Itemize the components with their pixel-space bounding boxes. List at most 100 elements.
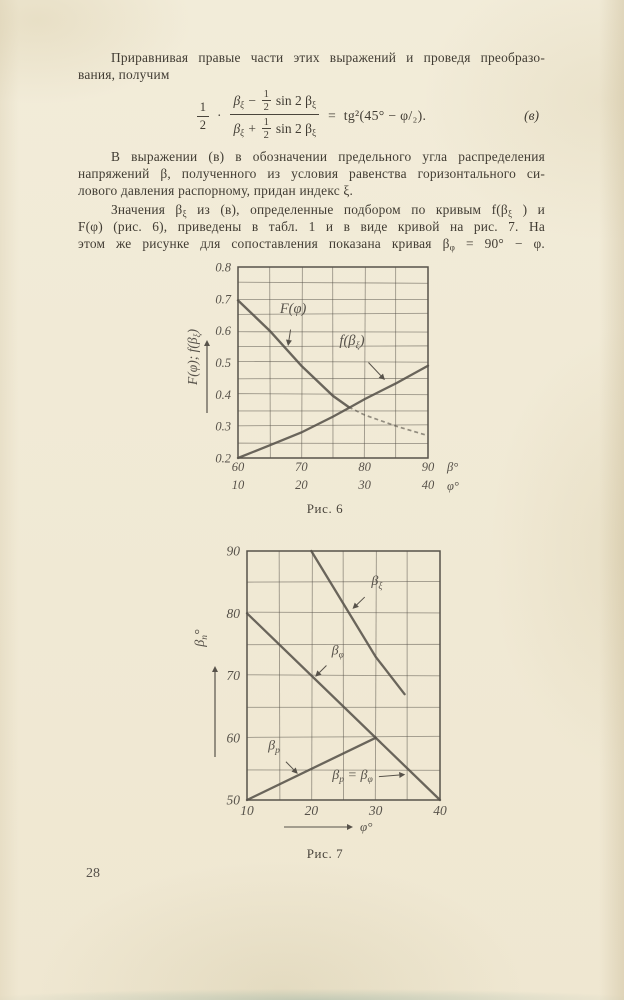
gridline-horizontal [237, 281, 429, 284]
figure7-caption: Рис. 7 [306, 846, 344, 861]
y-tick-label: 50 [227, 793, 241, 808]
y-tick-label: 0.6 [215, 324, 231, 338]
equation-number: (в) [524, 108, 539, 123]
x-tick-label-beta: 70 [295, 460, 308, 474]
figure-6-chart: F(φ) f(βξ) 0.8 0.7 0.6 0.5 0.4 0.3 0.260 70 80 90 10… [185, 261, 459, 494]
fraction-denominator: 2 [199, 117, 206, 132]
y-tick-label: 80 [227, 606, 241, 621]
numerator-pre: βξ − [233, 93, 257, 110]
denominator-pre: βξ + [233, 121, 257, 138]
text-line: вания, получим [78, 67, 170, 83]
arrow-line [319, 665, 327, 673]
arrow-head [212, 666, 218, 672]
x-tick-label: 20 [305, 803, 319, 818]
fraction-numerator: 1 [261, 88, 271, 101]
gridline-horizontal [237, 361, 429, 363]
x-tick-label-beta: 60 [232, 460, 245, 474]
y-axis-label: F(φ); f(βξ) [185, 329, 202, 386]
equation-rhs: tg²(45° − φ/₂). [343, 108, 427, 123]
y-tick-label: 60 [227, 730, 241, 745]
gridline-vertical [269, 266, 271, 459]
paragraph-beta-definition: В выражении (в) в обозначении предельног… [78, 149, 545, 201]
arrow-head [399, 771, 406, 778]
curve-2 [245, 736, 377, 802]
arrow-line [368, 362, 382, 376]
text-line: В выражении (в) в обозначении предельног… [111, 149, 545, 164]
x-axis-label-phi: φ° [447, 479, 459, 493]
curve-label: βξ [370, 574, 383, 591]
arrow-head [378, 373, 385, 381]
gridline-horizontal [246, 580, 441, 583]
multiplication-dot: · [216, 108, 222, 123]
y-tick-label: 0.8 [215, 261, 231, 275]
x-tick-label: 30 [368, 803, 383, 818]
arrow-line [288, 329, 292, 341]
arrow-line [356, 596, 366, 606]
y-tick-label: 90 [227, 544, 241, 559]
curve-label: βp [267, 739, 280, 756]
paragraph-transform-intro: Приравнивая правые части этих выражений … [78, 50, 545, 84]
fraction-numerator: 1 [196, 100, 209, 117]
y-tick-label: 0.5 [215, 356, 231, 370]
fraction-one-half: 1 2 [196, 100, 209, 132]
curve-label: βφ [331, 643, 344, 660]
x-tick-label-beta: 90 [422, 460, 435, 474]
arrow-head [291, 767, 298, 774]
denominator-post: sin 2 βξ [275, 121, 317, 138]
x-tick-label: 10 [240, 803, 254, 818]
y-tick-label: 0.2 [215, 452, 231, 466]
arrow-line [285, 761, 294, 770]
arrow-head [352, 602, 359, 609]
numerator-post: sin 2 βξ [275, 93, 317, 110]
x-tick-label-beta: 80 [358, 460, 371, 474]
gridline-horizontal [237, 393, 429, 396]
fraction-denominator: 2 [263, 101, 269, 113]
y-tick-label: 0.4 [215, 388, 231, 402]
equation-v: 1 2 · βξ − 1 2 sin 2 βξ βξ + 1 2 [78, 87, 545, 145]
curve-0 [310, 549, 406, 696]
plot-frame [237, 266, 429, 459]
curve-1 [245, 612, 442, 802]
equals-sign: = [328, 108, 336, 123]
gridline-vertical [301, 266, 303, 459]
main-numerator: βξ − 1 2 sin 2 βξ [230, 88, 320, 115]
x-tick-label-phi: 30 [357, 478, 371, 492]
text-line: напряжений β, полученного из условия рав… [78, 166, 545, 182]
main-fraction: βξ − 1 2 sin 2 βξ βξ + 1 2 sin 2 βξ [229, 89, 320, 143]
x-axis-label: φ° [360, 819, 372, 834]
arrow-line [378, 774, 400, 778]
equation-body: 1 2 · βξ − 1 2 sin 2 βξ βξ + 1 2 [78, 87, 545, 145]
x-tick-label: 40 [433, 803, 447, 818]
text-line: этом же рисунке для сопоставления показа… [78, 236, 545, 253]
gridline-horizontal [246, 735, 441, 738]
nested-fraction: 1 2 [261, 88, 271, 113]
page-number: 28 [86, 866, 100, 881]
gridline-vertical [278, 550, 281, 801]
y-axis-label: βn° [193, 629, 210, 648]
fraction-numerator: 1 [261, 117, 271, 130]
x-tick-label-phi: 10 [232, 478, 245, 492]
gridline-horizontal [246, 674, 441, 677]
text-line: Приравнивая правые части этих выражений … [111, 50, 545, 65]
main-denominator: βξ + 1 2 sin 2 βξ [229, 115, 320, 143]
curve-1 [236, 364, 430, 460]
x-tick-label-phi: 40 [422, 478, 435, 492]
text-line: лового давления распорному, придан индек… [78, 183, 354, 199]
curve-0 [236, 299, 350, 409]
curve-label: f(βξ) [339, 333, 364, 351]
gridline-horizontal [237, 312, 429, 315]
curve-0-dashed [348, 406, 429, 437]
curve-label: F(φ) [279, 301, 307, 317]
gridline-horizontal [237, 424, 429, 427]
nested-fraction: 1 2 [261, 117, 271, 142]
y-tick-label: 70 [227, 668, 241, 683]
x-tick-label-phi: 20 [295, 478, 308, 492]
gridline-horizontal [246, 611, 441, 614]
text-line: F(φ) (рис. 6), приведены в табл. 1 и в в… [78, 219, 545, 235]
gridline-vertical [363, 266, 366, 459]
fraction-denominator: 2 [263, 130, 269, 142]
arrow-head [315, 670, 322, 677]
y-tick-label: 0.3 [215, 420, 231, 434]
